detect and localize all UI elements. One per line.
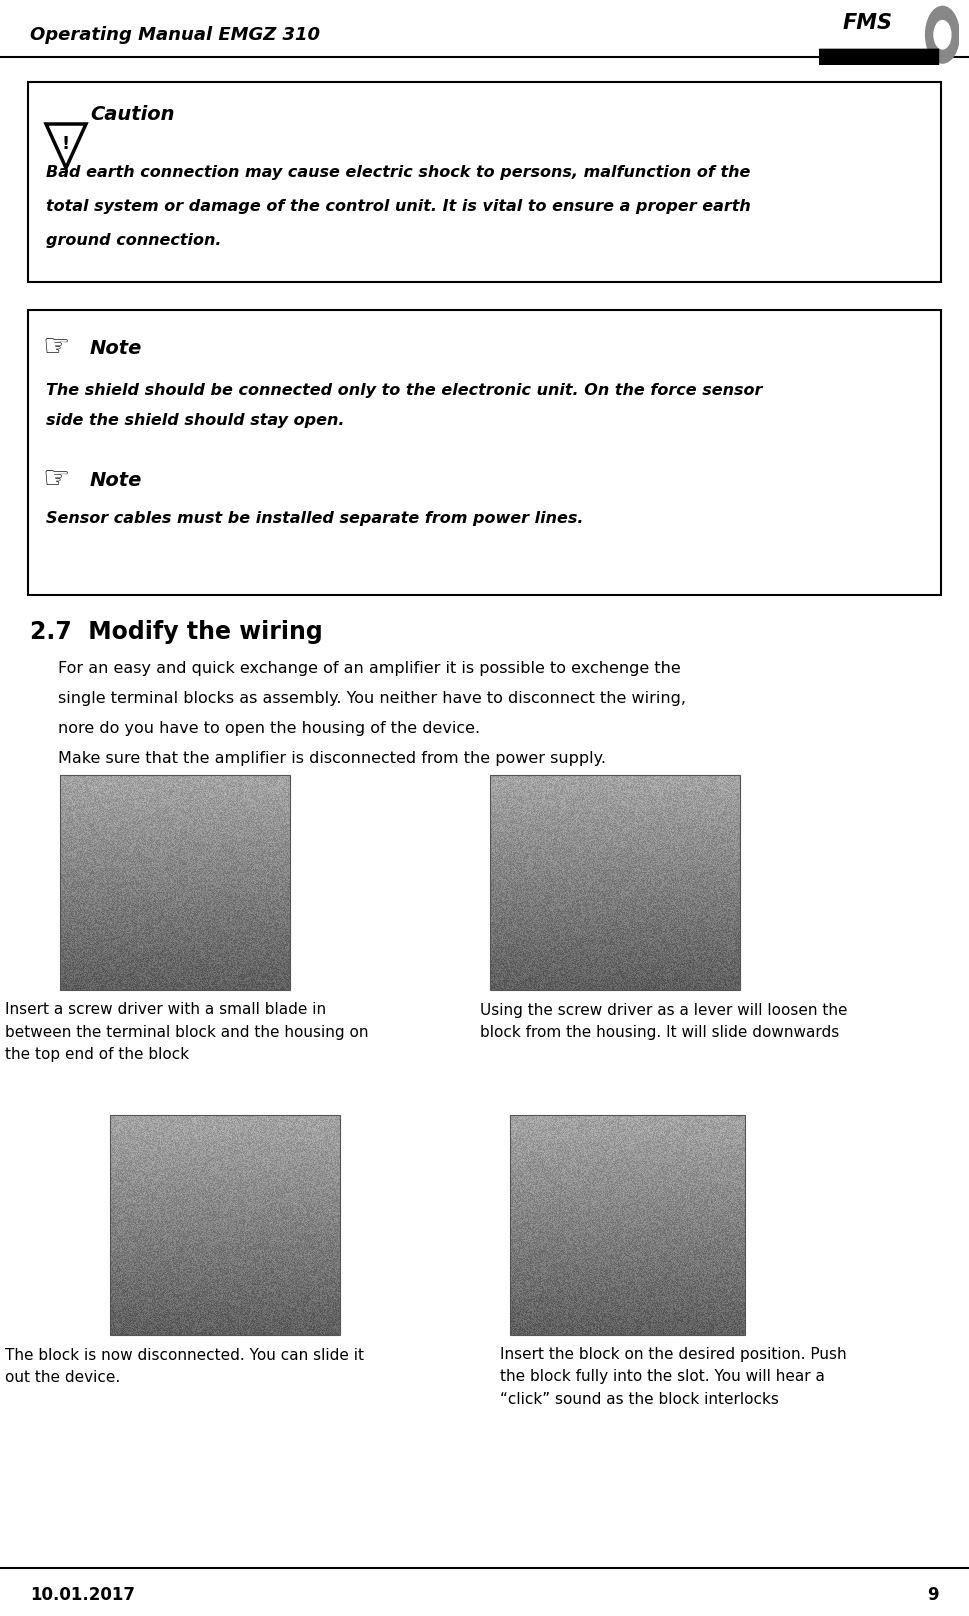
Text: “click” sound as the block interlocks: “click” sound as the block interlocks [500, 1391, 779, 1406]
Text: ground connection.: ground connection. [46, 233, 222, 247]
Text: Insert the block on the desired position. Push: Insert the block on the desired position… [500, 1348, 847, 1362]
Text: side the shield should stay open.: side the shield should stay open. [46, 412, 345, 428]
FancyBboxPatch shape [28, 82, 941, 283]
Text: Make sure that the amplifier is disconnected from the power supply.: Make sure that the amplifier is disconne… [58, 750, 606, 766]
Text: 2.7  Modify the wiring: 2.7 Modify the wiring [30, 621, 323, 645]
Circle shape [925, 6, 959, 63]
Text: block from the housing. It will slide downwards: block from the housing. It will slide do… [480, 1025, 839, 1039]
Text: total system or damage of the control unit. It is vital to ensure a proper earth: total system or damage of the control un… [46, 199, 751, 213]
Text: the block fully into the slot. You will hear a: the block fully into the slot. You will … [500, 1369, 825, 1385]
Text: The shield should be connected only to the electronic unit. On the force sensor: The shield should be connected only to t… [46, 383, 763, 398]
Text: Operating Manual EMGZ 310: Operating Manual EMGZ 310 [30, 26, 320, 44]
Text: Note: Note [90, 338, 142, 357]
Text: The block is now disconnected. You can slide it: The block is now disconnected. You can s… [5, 1348, 364, 1362]
Text: For an easy and quick exchange of an amplifier it is possible to exchenge the: For an easy and quick exchange of an amp… [58, 661, 681, 675]
Circle shape [934, 21, 951, 48]
Text: Using the screw driver as a lever will loosen the: Using the screw driver as a lever will l… [480, 1002, 848, 1018]
Polygon shape [46, 124, 86, 168]
Text: Note: Note [90, 470, 142, 490]
Text: between the terminal block and the housing on: between the terminal block and the housi… [5, 1025, 368, 1039]
Text: 9: 9 [927, 1585, 939, 1605]
Text: Bad earth connection may cause electric shock to persons, malfunction of the: Bad earth connection may cause electric … [46, 165, 750, 179]
Text: ☞: ☞ [43, 333, 70, 362]
Text: nore do you have to open the housing of the device.: nore do you have to open the housing of … [58, 721, 480, 735]
FancyBboxPatch shape [28, 310, 941, 595]
Text: Caution: Caution [90, 105, 174, 123]
Text: !: ! [62, 134, 70, 154]
Text: ☞: ☞ [43, 465, 70, 494]
Text: single terminal blocks as assembly. You neither have to disconnect the wiring,: single terminal blocks as assembly. You … [58, 690, 686, 706]
Text: Insert a screw driver with a small blade in: Insert a screw driver with a small blade… [5, 1002, 327, 1018]
Text: out the device.: out the device. [5, 1369, 120, 1385]
Text: the top end of the block: the top end of the block [5, 1047, 189, 1062]
Bar [819, 48, 938, 65]
Text: 10.01.2017: 10.01.2017 [30, 1585, 135, 1605]
Text: Sensor cables must be installed separate from power lines.: Sensor cables must be installed separate… [46, 511, 583, 525]
Text: FMS: FMS [843, 13, 893, 32]
